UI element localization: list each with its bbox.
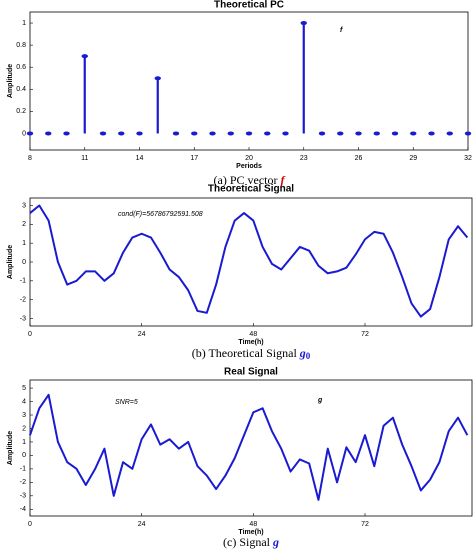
x-tick-label: 32 bbox=[464, 155, 472, 162]
y-tick-label: -3 bbox=[20, 493, 26, 500]
y-tick-label: -3 bbox=[20, 315, 26, 322]
stem-marker bbox=[337, 131, 344, 136]
y-tick-label: 1 bbox=[22, 439, 26, 446]
stem-marker bbox=[446, 131, 453, 136]
y-tick-label: 5 bbox=[22, 385, 26, 392]
stem-marker bbox=[264, 131, 271, 136]
stem-marker bbox=[136, 131, 143, 136]
y-tick-label: 3 bbox=[22, 202, 26, 209]
stem-marker bbox=[318, 131, 326, 136]
y-tick-label: 1 bbox=[22, 20, 26, 27]
axes-frame bbox=[29, 11, 469, 151]
y-tick-label: -1 bbox=[20, 466, 26, 473]
stem-marker bbox=[355, 131, 362, 136]
stem-marker bbox=[209, 131, 216, 136]
stem-marker bbox=[26, 131, 34, 136]
y-tick-label: -1 bbox=[20, 278, 26, 285]
signal-line bbox=[29, 393, 469, 501]
stem-marker bbox=[63, 131, 70, 136]
y-axis-label: Amplitude bbox=[7, 431, 14, 465]
stem-marker bbox=[172, 131, 180, 136]
stem-marker bbox=[191, 131, 198, 136]
x-axis-label: Time(h) bbox=[238, 529, 263, 536]
signal-line bbox=[29, 204, 469, 318]
stem-marker bbox=[81, 54, 88, 59]
y-tick-label: 0.8 bbox=[16, 42, 26, 49]
caption-text: (a) PC vector bbox=[214, 173, 281, 187]
y-tick-label: 0 bbox=[22, 130, 26, 137]
y-tick-label: 0.6 bbox=[16, 64, 26, 71]
stem-marker bbox=[99, 131, 107, 136]
y-tick-label: 2 bbox=[22, 221, 26, 228]
caption-symbol: g bbox=[272, 535, 279, 549]
stem-marker bbox=[300, 21, 307, 26]
x-tick-label: 48 bbox=[249, 331, 257, 338]
x-tick-label: 14 bbox=[136, 155, 144, 162]
stem-marker bbox=[118, 131, 125, 136]
caption-symbol: g bbox=[299, 346, 306, 360]
caption-symbol: f bbox=[280, 173, 285, 187]
x-tick-label: 48 bbox=[249, 521, 257, 528]
stem-marker bbox=[154, 76, 161, 81]
y-tick-label: -4 bbox=[20, 506, 26, 513]
stem-marker bbox=[45, 131, 52, 136]
annotation: f bbox=[340, 27, 343, 34]
caption: (b) Theoretical Signal g0 bbox=[192, 346, 311, 361]
chart-title: Theoretical Signal bbox=[208, 184, 294, 195]
x-axis-label: Time(h) bbox=[238, 339, 263, 346]
stem-marker bbox=[373, 131, 380, 136]
x-tick-label: 8 bbox=[28, 155, 32, 162]
y-tick-label: 1 bbox=[22, 240, 26, 247]
caption-subscript: 0 bbox=[306, 351, 311, 361]
x-axis-label: Periods bbox=[236, 163, 262, 170]
stem-marker bbox=[391, 131, 399, 136]
x-tick-label: 72 bbox=[361, 521, 369, 528]
stem-marker bbox=[282, 131, 289, 136]
caption-text: (b) Theoretical Signal bbox=[192, 346, 300, 360]
x-tick-label: 24 bbox=[138, 521, 146, 528]
stem-marker bbox=[464, 131, 472, 136]
x-tick-label: 72 bbox=[361, 331, 369, 338]
y-tick-label: 0.2 bbox=[16, 108, 26, 115]
axes-frame bbox=[29, 379, 473, 517]
annotation: cond(F)=56786792591.508 bbox=[118, 211, 203, 218]
stem-marker bbox=[410, 131, 417, 136]
chart-title: Theoretical PC bbox=[214, 0, 284, 11]
x-tick-label: 24 bbox=[138, 331, 146, 338]
x-tick-label: 26 bbox=[355, 155, 363, 162]
x-tick-label: 0 bbox=[28, 331, 32, 338]
y-axis-label: Amplitude bbox=[7, 64, 14, 98]
x-tick-label: 0 bbox=[28, 521, 32, 528]
stem-marker bbox=[245, 131, 253, 136]
y-tick-label: 0 bbox=[22, 452, 26, 459]
x-tick-label: 20 bbox=[245, 155, 253, 162]
stem-marker bbox=[227, 131, 234, 136]
x-tick-label: 17 bbox=[190, 155, 198, 162]
x-tick-label: 23 bbox=[300, 155, 308, 162]
y-tick-label: -2 bbox=[20, 296, 26, 303]
y-axis-label: Amplitude bbox=[7, 245, 14, 279]
y-tick-label: 2 bbox=[22, 425, 26, 432]
caption-text: (c) Signal bbox=[223, 535, 273, 549]
caption: (a) PC vector f bbox=[214, 173, 286, 187]
axes-frame bbox=[29, 197, 473, 327]
stem-marker bbox=[428, 131, 435, 136]
x-tick-label: 11 bbox=[81, 155, 88, 162]
y-tick-label: 0.4 bbox=[16, 86, 26, 93]
chart-title: Real Signal bbox=[224, 367, 278, 378]
y-tick-label: 3 bbox=[22, 412, 26, 419]
y-tick-label: 0 bbox=[22, 259, 26, 266]
x-tick-label: 29 bbox=[409, 155, 417, 162]
annotation: SNR=5 bbox=[115, 399, 138, 406]
y-tick-label: 4 bbox=[22, 398, 26, 405]
caption: (c) Signal g bbox=[223, 535, 279, 549]
y-tick-label: -2 bbox=[20, 479, 26, 486]
annotation: g bbox=[317, 397, 323, 404]
